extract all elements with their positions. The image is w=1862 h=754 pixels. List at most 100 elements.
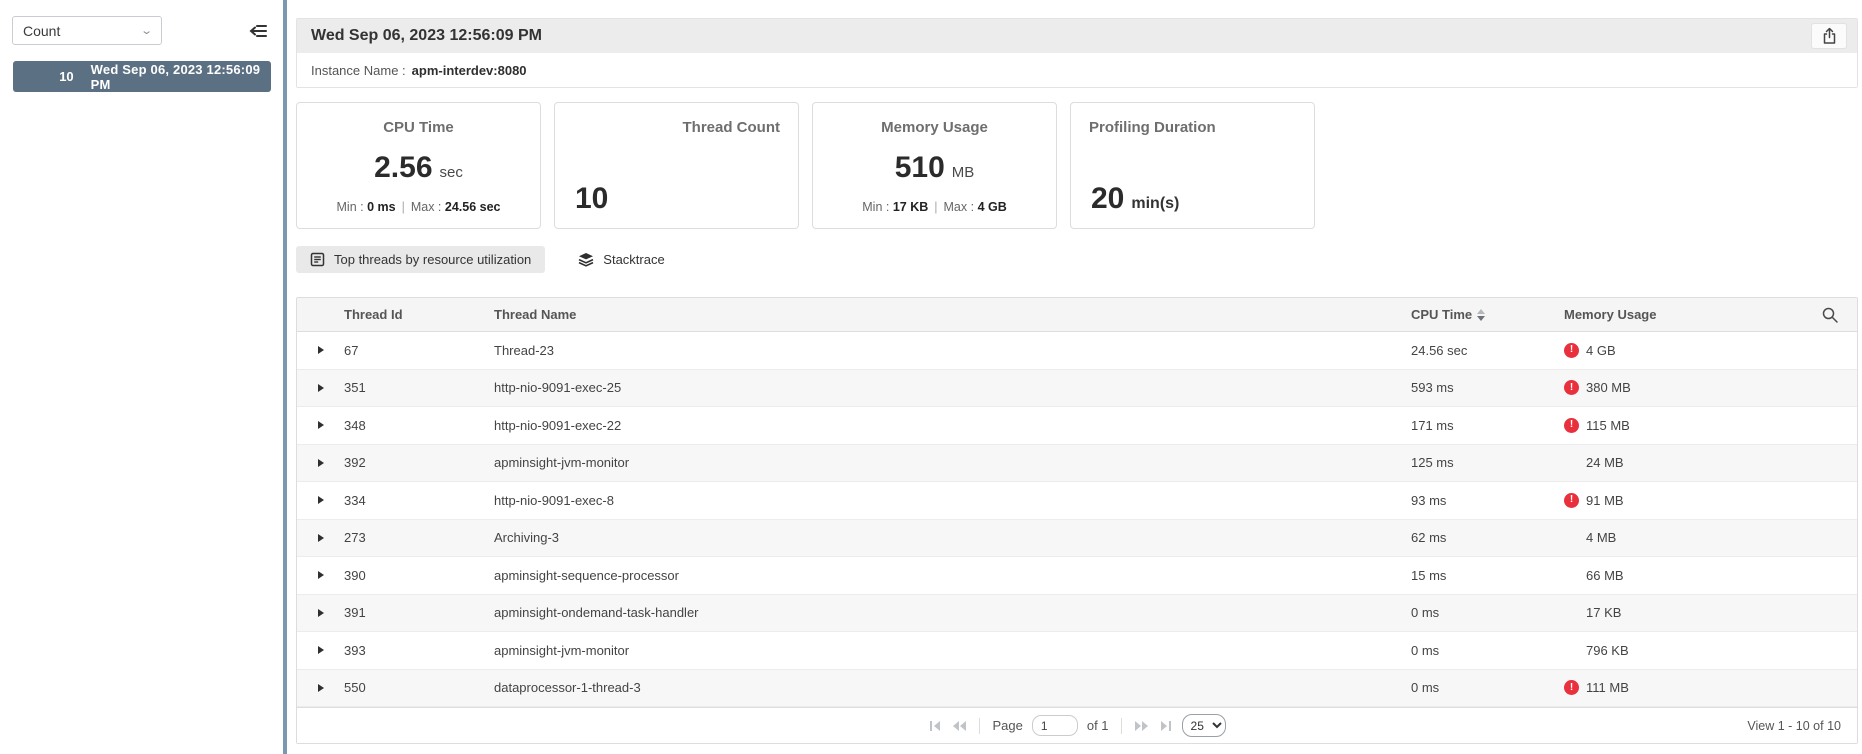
thread-id-cell: 334	[344, 492, 366, 508]
last-page-icon	[1160, 720, 1171, 731]
first-page-button[interactable]	[928, 720, 942, 732]
cpu-time-unit: sec	[439, 164, 463, 181]
col-memory-usage: Memory Usage	[1564, 307, 1657, 322]
thread-id-cell: 351	[344, 380, 366, 396]
table-body: 67 Thread-23 24.56 sec 4 GB 351 http-nio…	[297, 332, 1857, 707]
thread-name-cell: apminsight-sequence-processor	[494, 567, 679, 583]
profiling-duration-value: 20	[1091, 182, 1125, 215]
tab-top-threads[interactable]: Top threads by resource utilization	[296, 246, 546, 273]
snapshot-list-item[interactable]: 10 Wed Sep 06, 2023 12:56:09 PM	[13, 61, 271, 92]
search-icon	[1822, 307, 1838, 323]
table-search-button[interactable]	[1821, 306, 1857, 324]
cpu-time-cell: 0 ms	[1411, 680, 1440, 696]
snapshot-title-bar: Wed Sep 06, 2023 12:56:09 PM	[297, 19, 1857, 53]
expand-row-icon[interactable]	[317, 571, 324, 580]
thread-id-cell: 390	[344, 567, 366, 583]
thread-id-cell: 392	[344, 455, 366, 471]
expand-row-icon[interactable]	[317, 421, 324, 430]
cpu-time-cell: 93 ms	[1411, 492, 1447, 508]
cpu-time-cell: 62 ms	[1411, 530, 1447, 546]
thread-name-cell: http-nio-9091-exec-25	[494, 380, 622, 396]
page-number-input[interactable]	[1031, 715, 1078, 736]
expand-row-icon[interactable]	[317, 608, 324, 617]
cpu-time-cell: 0 ms	[1411, 642, 1440, 658]
table-row[interactable]: 392 apminsight-jvm-monitor 125 ms 24 MB	[297, 444, 1857, 482]
col-cpu-time[interactable]: CPU Time	[1411, 307, 1564, 322]
sort-icon[interactable]	[1477, 308, 1486, 321]
table-header-row: Thread Id Thread Name CPU Time Memory Us…	[297, 298, 1857, 332]
page-of-label: of 1	[1086, 718, 1109, 733]
snapshot-header-card: Wed Sep 06, 2023 12:56:09 PM Instance Na…	[296, 18, 1858, 88]
instance-name-value: apm-interdev:8080	[411, 62, 527, 78]
expand-row-icon[interactable]	[317, 533, 324, 542]
table-row[interactable]: 391 apminsight-ondemand-task-handler 0 m…	[297, 594, 1857, 632]
cpu-time-value: 2.56	[374, 151, 433, 184]
collapse-left-icon	[249, 24, 267, 37]
memory-usage-title: Memory Usage	[881, 119, 988, 136]
expand-row-icon[interactable]	[317, 458, 324, 467]
cpu-time-card: CPU Time 2.56 sec Min : 0 ms | Max : 24.56…	[296, 102, 541, 229]
expand-row-icon[interactable]	[317, 346, 324, 355]
memory-cell: 66 MB	[1564, 568, 1801, 583]
table-row[interactable]: 351 http-nio-9091-exec-25 593 ms 380 MB	[297, 369, 1857, 407]
cpu-time-cell: 171 ms	[1411, 417, 1454, 433]
memory-alert-icon	[1564, 380, 1579, 396]
thread-id-cell: 67	[344, 342, 359, 358]
metric-dropdown[interactable]: Count ⌄	[12, 16, 162, 45]
last-page-button[interactable]	[1159, 720, 1173, 732]
memory-cell: 17 KB	[1564, 605, 1801, 620]
threads-table: Thread Id Thread Name CPU Time Memory Us…	[296, 297, 1858, 744]
thread-name-cell: apminsight-ondemand-task-handler	[494, 605, 699, 621]
collapse-sidebar-button[interactable]	[245, 18, 271, 44]
instance-row: Instance Name : apm-interdev:8080	[297, 53, 1857, 87]
export-button[interactable]	[1811, 23, 1847, 49]
page-label: Page	[992, 718, 1023, 733]
prev-page-button[interactable]	[951, 720, 967, 732]
table-row[interactable]: 393 apminsight-jvm-monitor 0 ms 796 KB	[297, 632, 1857, 670]
next-page-icon	[1134, 720, 1148, 731]
prev-page-icon	[953, 720, 967, 731]
table-row[interactable]: 390 apminsight-sequence-processor 15 ms …	[297, 557, 1857, 595]
memory-usage-unit: MB	[951, 164, 975, 181]
next-page-button[interactable]	[1134, 720, 1150, 732]
profiling-duration-title: Profiling Duration	[1089, 119, 1216, 136]
memory-cell: 91 MB	[1564, 492, 1801, 508]
memory-value: 66 MB	[1586, 567, 1624, 583]
table-row[interactable]: 67 Thread-23 24.56 sec 4 GB	[297, 332, 1857, 370]
table-row[interactable]: 273 Archiving-3 62 ms 4 MB	[297, 519, 1857, 557]
thread-name-cell: dataprocessor-1-thread-3	[494, 680, 641, 696]
metric-dropdown-value: Count	[23, 22, 61, 39]
expand-row-icon[interactable]	[317, 646, 324, 655]
thread-name-cell: http-nio-9091-exec-8	[494, 492, 614, 508]
snapshot-timestamp: Wed Sep 06, 2023 12:56:09 PM	[90, 61, 261, 92]
report-icon	[310, 252, 325, 267]
table-row[interactable]: 550 dataprocessor-1-thread-3 0 ms 111 MB	[297, 669, 1857, 707]
thread-id-cell: 550	[344, 680, 366, 696]
metric-cards-row: CPU Time 2.56 sec Min : 0 ms | Max : 24.56…	[296, 102, 1858, 229]
cpu-time-minmax: Min : 0 ms | Max : 24.56 sec	[336, 200, 501, 214]
expand-row-icon[interactable]	[317, 383, 324, 392]
memory-cell: 4 GB	[1564, 342, 1801, 358]
first-page-icon	[930, 720, 941, 731]
expand-row-icon[interactable]	[317, 683, 324, 692]
expand-row-icon[interactable]	[317, 496, 324, 505]
memory-value: 91 MB	[1586, 492, 1624, 508]
pager-separator	[979, 717, 981, 734]
memory-value: 115 MB	[1586, 417, 1630, 433]
table-footer: Page of 1 25	[297, 707, 1857, 743]
table-row[interactable]: 348 http-nio-9091-exec-22 171 ms 115 MB	[297, 407, 1857, 445]
memory-value: 24 MB	[1586, 455, 1624, 471]
sidebar-divider	[283, 0, 287, 754]
thread-name-cell: Thread-23	[494, 342, 554, 358]
tab-stacktrace[interactable]: Stacktrace	[564, 246, 678, 273]
main-content: Wed Sep 06, 2023 12:56:09 PM Instance Na…	[296, 0, 1858, 754]
page-size-select[interactable]: 25	[1181, 714, 1226, 737]
thread-count-card: Thread Count 10	[554, 102, 799, 229]
memory-usage-card: Memory Usage 510 MB Min : 17 KB | Max : 4 …	[812, 102, 1057, 229]
memory-value: 4 GB	[1586, 342, 1616, 358]
view-range-text: View 1 - 10 of 10	[1747, 718, 1841, 733]
memory-alert-icon	[1564, 492, 1579, 508]
table-row[interactable]: 334 http-nio-9091-exec-8 93 ms 91 MB	[297, 482, 1857, 520]
pager-separator	[1120, 717, 1122, 734]
instance-name-label: Instance Name :	[311, 62, 406, 78]
